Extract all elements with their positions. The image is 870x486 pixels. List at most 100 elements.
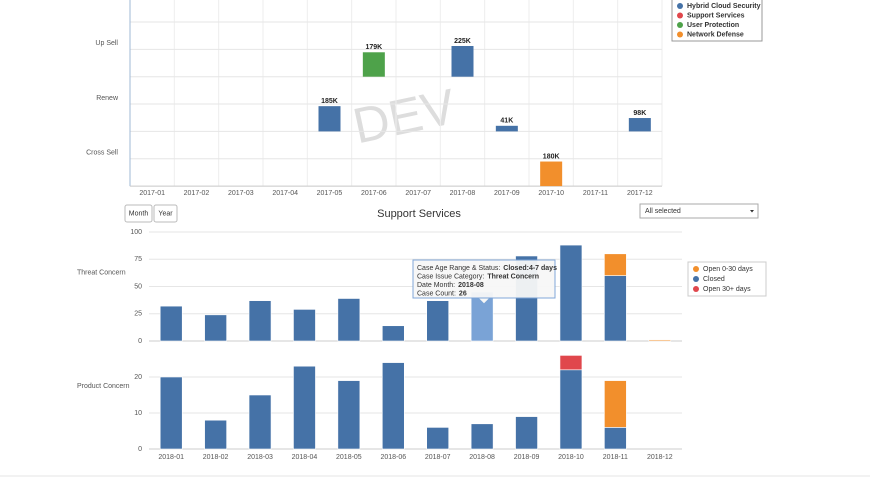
button-label[interactable]: Month: [129, 210, 149, 217]
bar-segment: [604, 275, 627, 342]
tooltip-value: Threat Concern: [487, 273, 539, 280]
bar: [362, 52, 385, 77]
x-tick-label: 2018-06: [380, 454, 406, 461]
x-tick-label: 2017-04: [272, 190, 298, 197]
data-label: 98K: [633, 110, 646, 117]
y-tick-label: 10: [134, 410, 142, 417]
panel-label: Product Concern: [77, 383, 130, 390]
x-tick-label: 2017-11: [583, 190, 608, 197]
x-tick-label: 2017-03: [228, 190, 254, 197]
filter-dropdown[interactable]: [639, 203, 759, 219]
x-tick-label: 2018-11: [603, 454, 628, 461]
tooltip-value: Closed:4-7 days: [503, 265, 557, 272]
bar-segment: [604, 380, 627, 428]
tooltip-pointer: [476, 297, 492, 305]
toggle-button[interactable]: [124, 204, 153, 223]
x-tick-label: 2017-07: [405, 190, 431, 197]
x-tick-label: 2018-01: [158, 454, 184, 461]
bar: [495, 125, 518, 132]
tooltip-label: Case Count:: [417, 290, 456, 297]
legend-label: Closed: [703, 276, 725, 283]
x-tick-label: 2018-12: [647, 454, 673, 461]
bar-segment: [470, 423, 494, 450]
x-tick-label: 2017-10: [538, 190, 564, 197]
tooltip-line: Case Issue Category: Threat Concern: [417, 273, 539, 280]
bar-segment: [381, 362, 405, 450]
bar-segment: [204, 314, 227, 342]
legend-label: Open 0-30 days: [703, 266, 753, 273]
tooltip-label: Date Month:: [417, 282, 455, 289]
button-label[interactable]: Year: [158, 210, 173, 217]
bar-segment: [604, 253, 627, 276]
x-tick-label: 2017-09: [494, 190, 520, 197]
tooltip: [412, 259, 556, 299]
legend-label: Open 30+ days: [703, 286, 751, 293]
x-tick-label: 2017-02: [184, 190, 210, 197]
y-tick-label: 0: [138, 338, 142, 345]
tooltip-line: Case Age Range & Status: Closed:4-7 days: [417, 265, 557, 272]
legend-marker: [693, 286, 699, 292]
bar-segment: [604, 427, 627, 450]
data-label: 179K: [365, 44, 382, 51]
x-tick-label: 2018-05: [336, 454, 362, 461]
legend-label: Support Services: [687, 12, 745, 19]
dropdown-caret[interactable]: [750, 210, 754, 213]
y-tick-label: 50: [134, 283, 142, 290]
data-label: 185K: [321, 98, 338, 105]
bar-segment: [337, 298, 361, 342]
bar-segment: [293, 365, 316, 450]
legend-marker: [693, 276, 699, 282]
bar-segment: [515, 416, 538, 450]
y-tick-label: 20: [134, 374, 142, 381]
y-tick-label: Up Sell: [95, 40, 118, 47]
legend-marker: [677, 3, 683, 9]
bar: [540, 161, 563, 187]
y-tick-label: 100: [130, 229, 142, 236]
bar-segment: [426, 427, 450, 450]
bar-segment: [337, 380, 361, 450]
tooltip-value: 26: [459, 290, 467, 297]
legend-box: [687, 261, 767, 297]
bar-segment: [159, 376, 183, 450]
y-tick-label: Cross Sell: [86, 150, 118, 157]
legend-marker: [677, 22, 683, 28]
data-label: 180K: [543, 153, 560, 160]
bar-segment: [559, 369, 583, 450]
bar-segment: [159, 305, 183, 342]
chart-title: Support Services: [377, 208, 461, 220]
legend-marker: [677, 12, 683, 19]
x-tick-label: 2018-03: [247, 454, 273, 461]
x-tick-label: 2017-01: [139, 190, 165, 197]
x-tick-label: 2017-05: [317, 190, 343, 197]
x-tick-label: 2018-09: [514, 454, 540, 461]
bar-segment: [381, 325, 405, 342]
tooltip-value: 2018-08: [458, 282, 484, 289]
legend-label: Network Defense: [687, 31, 744, 38]
tooltip-line: Case Count: 26: [417, 290, 467, 297]
x-tick-label: 2018-04: [292, 454, 318, 461]
bar-segment: [559, 244, 583, 342]
x-tick-label: 2018-07: [425, 454, 451, 461]
legend-box: [671, 0, 763, 42]
legend-marker: [677, 31, 683, 38]
y-tick-label: 0: [138, 446, 142, 453]
bar-segment: [248, 300, 272, 342]
data-label: 41K: [500, 118, 513, 125]
dropdown-label[interactable]: All selected: [645, 208, 681, 215]
legend-label: Hybrid Cloud Security: [687, 3, 761, 10]
bar: [451, 46, 474, 77]
y-tick-label: 75: [134, 256, 142, 263]
x-tick-label: 2017-06: [361, 190, 387, 197]
legend-marker: [693, 266, 699, 272]
bar-segment: [248, 394, 272, 450]
y-tick-label: 25: [134, 311, 142, 318]
y-tick-label: Renew: [96, 95, 119, 102]
watermark: DEV: [348, 78, 461, 154]
tooltip-line: Date Month: 2018-08: [417, 282, 484, 289]
toggle-button[interactable]: [153, 204, 178, 223]
bar: [628, 118, 651, 132]
legend-label: User Protection: [687, 22, 739, 29]
panel-label: Threat Concern: [77, 269, 126, 276]
bar-segment: [293, 309, 316, 342]
